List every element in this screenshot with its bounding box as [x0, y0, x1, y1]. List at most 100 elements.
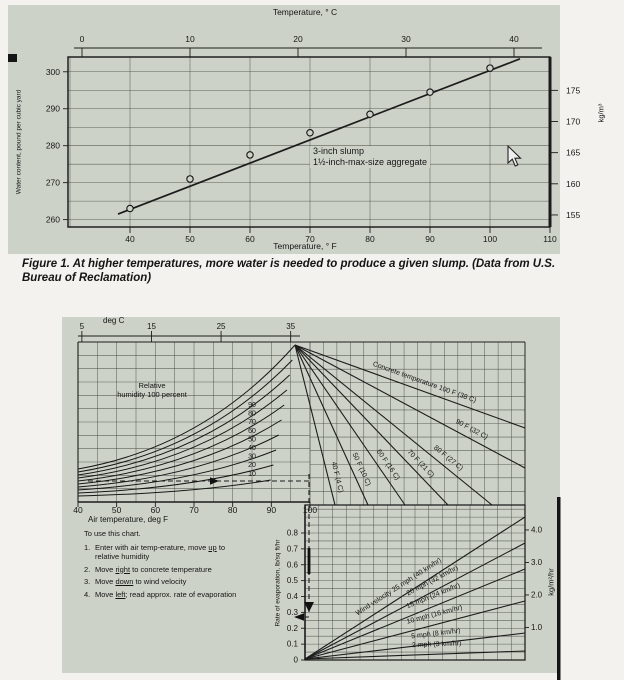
fig1-annotation-line2: 1½-inch-max-size aggregate	[313, 157, 428, 167]
fig1-annotation: 3-inch slump 1½-inch-max-size aggregate	[310, 146, 431, 168]
data-point	[426, 88, 434, 96]
humidity-curve-label: 30	[248, 454, 256, 461]
tick-label: 100	[483, 234, 497, 244]
tick-label: 165	[566, 148, 580, 158]
humidity-curve	[77, 479, 271, 497]
instruction-direction: up	[208, 542, 217, 552]
instruction-step-number: 3.	[84, 577, 91, 586]
instruction-direction: left	[115, 589, 126, 599]
fig2-humidity-label-line1: Relative	[138, 381, 166, 390]
wind-velocity-line	[304, 600, 526, 660]
instruction-step-text: Move right to concrete temperature	[95, 565, 212, 575]
fig2-evaporation-axis-title: Rate of evaporation, lb/sq ft/hr	[274, 539, 282, 627]
instruction-text: Enter with air temp-erature, move	[95, 542, 209, 552]
tick-label: 80	[228, 505, 238, 515]
tick-label: 160	[566, 179, 580, 189]
instruction-step-4: 4. Move left; read approx. rate of evapo…	[84, 590, 238, 600]
instruction-text: Move	[95, 589, 116, 599]
instruction-direction: right	[115, 564, 131, 574]
tick-label: 20	[293, 34, 303, 44]
data-point	[246, 151, 254, 159]
tick-label: 0	[80, 34, 85, 44]
data-point	[126, 204, 134, 213]
tick-label: 170	[566, 117, 580, 127]
tick-label: 90	[267, 505, 277, 515]
tick-label: 0.4	[287, 592, 299, 601]
fig1-top-axis-title: Temperature, ° C	[272, 7, 338, 17]
tick-label: 100	[303, 505, 317, 515]
instructions-block: To use this chart. 1. Enter with air tem…	[84, 529, 238, 602]
tick-label: 110	[543, 234, 557, 244]
concrete-temp-line	[294, 344, 526, 429]
tick-label: 0.6	[287, 560, 299, 569]
tick-label: 50	[185, 234, 195, 244]
concrete-temp-line	[294, 344, 526, 469]
scan-edge-line	[557, 497, 561, 680]
concrete-temp-line	[294, 344, 369, 506]
humidity-curve-label: 90	[248, 402, 256, 409]
humidity-curve	[77, 374, 290, 476]
fig2-airtemp-axis-title: Air temperature, deg F	[88, 515, 169, 524]
tick-label: 280	[46, 141, 60, 151]
humidity-curve-label: 50	[248, 436, 256, 443]
example-arrow-left	[294, 613, 304, 621]
tick-label: 50	[112, 505, 122, 515]
instruction-step-2: 2. Move right to concrete temperature	[84, 565, 238, 575]
data-point	[486, 64, 494, 72]
tick-label: 270	[46, 178, 60, 188]
humidity-curve	[77, 464, 274, 494]
data-point	[186, 175, 194, 183]
fig2-degc-axis-title: deg C	[103, 316, 125, 325]
tick-label: 2.0	[531, 590, 543, 599]
tick-label: 40	[125, 234, 135, 244]
figure1-caption-text: At higher temperatures, more water is ne…	[22, 258, 556, 284]
figure1-scan-panel	[8, 5, 560, 254]
humidity-curve-label: 60	[248, 428, 256, 435]
data-point	[306, 129, 314, 137]
trend-line	[117, 58, 521, 215]
tick-label: 155	[566, 210, 580, 220]
instruction-step-number: 4.	[84, 589, 91, 599]
humidity-curve-label: 20	[248, 462, 256, 469]
instruction-step-text: Enter with air temp-erature, move up to …	[95, 543, 238, 562]
instruction-text: Move	[95, 564, 116, 574]
tick-label: 175	[566, 85, 580, 95]
fig1-bottom-axis-title: Temperature, ° F	[273, 241, 337, 251]
wind-velocity-line	[304, 568, 526, 660]
tick-label: 10	[185, 34, 195, 44]
tick-label: 0	[294, 656, 299, 665]
tick-label: 0.1	[287, 640, 299, 649]
instruction-direction: down	[115, 577, 134, 586]
tick-label: 70	[189, 505, 199, 515]
wind-velocity-line	[304, 650, 526, 660]
tick-label: 0.8	[287, 529, 299, 538]
tick-label: 35	[286, 322, 295, 331]
scan-artifact-mark	[8, 54, 17, 62]
humidity-curve	[77, 389, 288, 479]
instruction-text: to relative humidity	[95, 542, 226, 562]
fig1-annotation-line1: 3-inch slump	[313, 146, 365, 156]
fig2-kg-axis-title: kg/m²/hr	[546, 568, 556, 596]
tick-label: 3.0	[531, 558, 543, 567]
tick-label: 90	[425, 234, 435, 244]
figure2-scan-panel	[62, 317, 560, 673]
humidity-curve	[77, 344, 296, 470]
tick-label: 60	[151, 505, 161, 515]
humidity-curve	[77, 434, 280, 488]
fig1-left-axis-title: Water content, pound per cubic yard	[15, 89, 23, 195]
tick-label: 25	[217, 322, 226, 331]
fig1-right-axis-title: kg/m³	[596, 103, 606, 123]
wind-velocity-label: 2 mph (3 km/hr)	[412, 640, 462, 649]
humidity-curve-label: 70	[248, 419, 256, 426]
example-arrow-down	[304, 602, 314, 612]
instruction-text: ; read approx. rate of evaporation	[125, 589, 237, 599]
tick-label: 290	[46, 104, 60, 114]
tick-label: 5	[80, 322, 85, 331]
tick-label: 1.0	[531, 623, 543, 632]
concrete-temp-line	[294, 344, 449, 506]
tick-label: 30	[401, 34, 411, 44]
fig2-humidity-label: Relative humidity 100 percent	[106, 381, 198, 399]
tick-label: 0.7	[287, 544, 299, 553]
